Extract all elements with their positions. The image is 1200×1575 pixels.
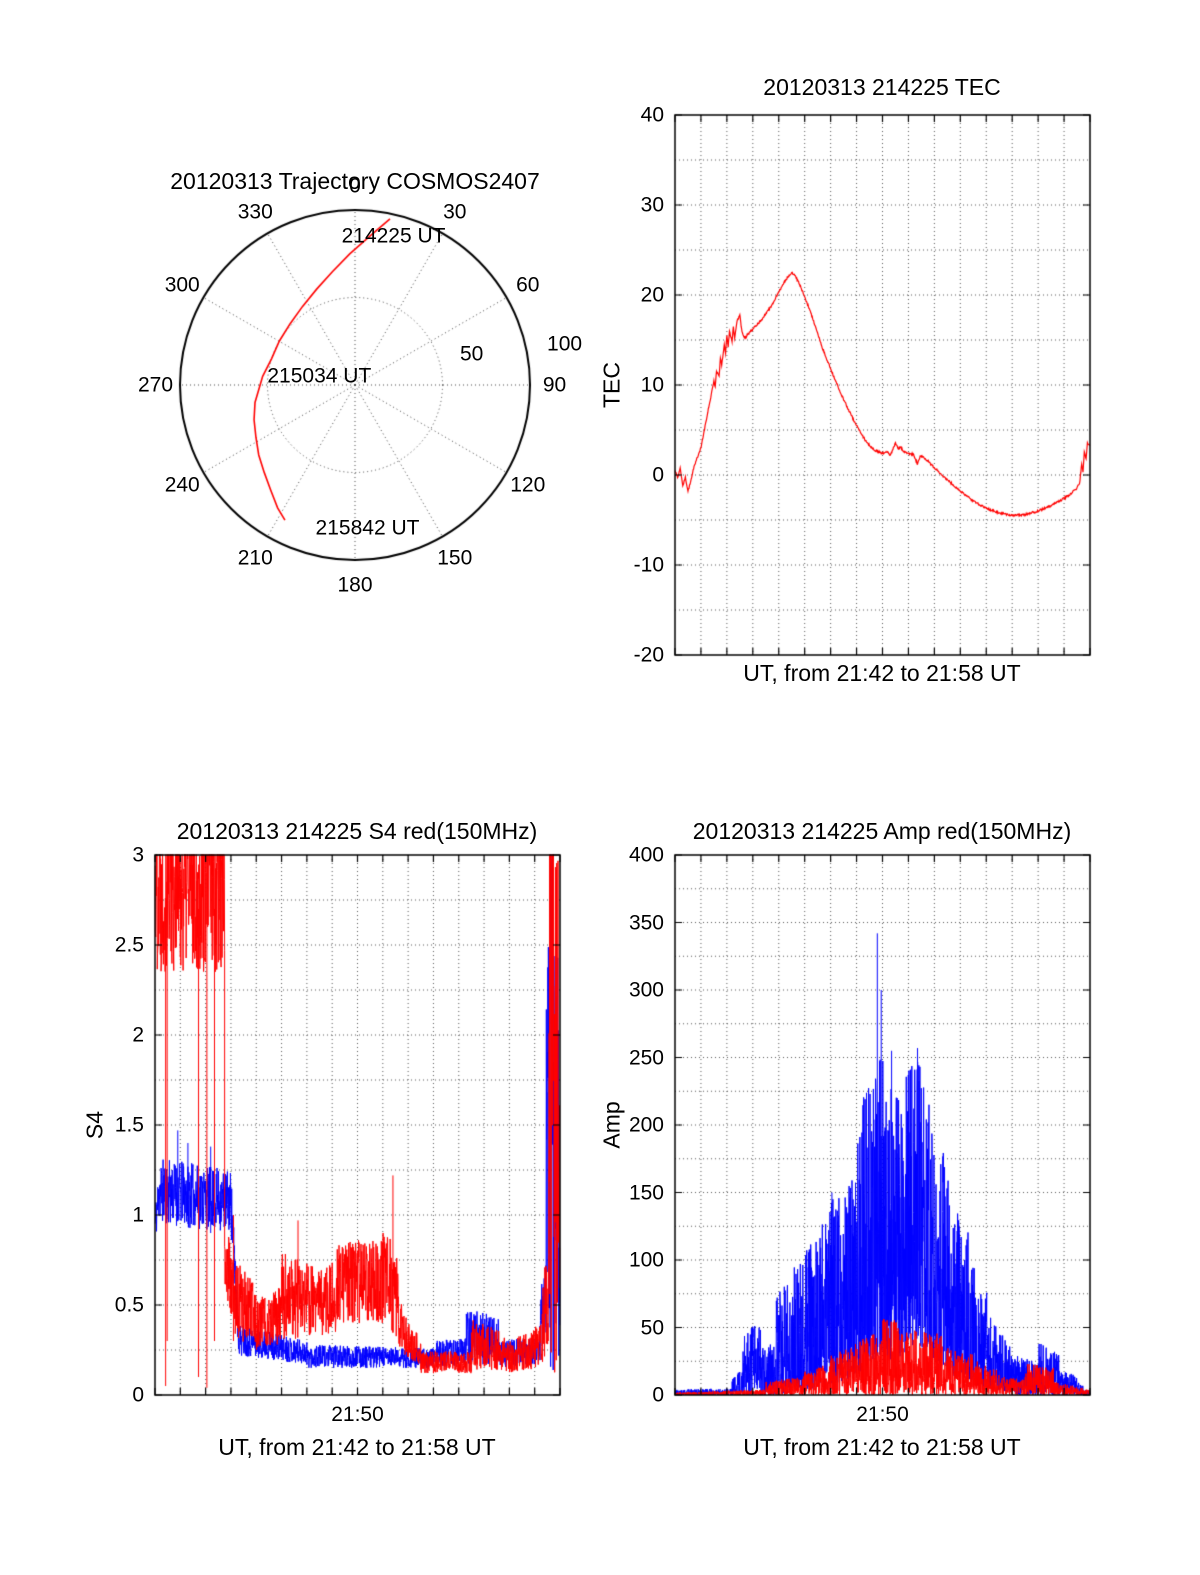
tec-ylabel: TEC (598, 362, 625, 408)
polar-radial-label-100: 100 (547, 332, 583, 356)
amp-ytick-350: 350 (628, 911, 664, 934)
polar-azimuth-label-0: 0 (349, 174, 361, 197)
amp-ylabel: Amp (598, 1101, 625, 1149)
polar-azimuth-label-240: 240 (164, 473, 200, 497)
tec-ytick-0: 0 (652, 463, 664, 487)
s4-xtick-21:50: 21:50 (331, 1403, 384, 1426)
s4-ylabel: S4 (81, 1110, 108, 1140)
polar-azimuth-label-90: 90 (542, 373, 567, 397)
tec-ytick--10: -10 (633, 553, 664, 577)
polar-azimuth-label-270: 270 (137, 373, 174, 397)
s4-ytick-2.5: 2.5 (114, 933, 144, 957)
tec-title: 20120313 214225 TEC (763, 74, 1001, 100)
amp-ytick-300: 300 (628, 978, 664, 1002)
amp-title: 20120313 214225 Amp red(150MHz) (692, 818, 1072, 844)
s4-ytick-2: 2 (132, 1023, 144, 1047)
trajectory-annotation-1: 215034 UT (267, 364, 372, 388)
s4-ytick-1: 1 (132, 1203, 144, 1227)
amp-xtick-21:50: 21:50 (856, 1403, 909, 1426)
trajectory-annotation-2: 215842 UT (315, 516, 420, 540)
polar-azimuth-label-30: 30 (443, 200, 467, 224)
amp-ytick-200: 200 (628, 1113, 664, 1137)
tec-xlabel: UT, from 21:42 to 21:58 UT (743, 660, 1021, 686)
tec-ytick-40: 40 (640, 103, 664, 127)
tec-ytick-30: 30 (640, 193, 664, 217)
amp-ytick-150: 150 (628, 1181, 664, 1204)
s4-ytick-0.5: 0.5 (114, 1293, 144, 1317)
trajectory-title: 20120313 Trajectory COSMOS2407 (170, 168, 540, 194)
s4-ytick-3: 3 (132, 843, 144, 867)
s4-title: 20120313 214225 S4 red(150MHz) (176, 818, 538, 844)
tec-ytick--20: -20 (633, 643, 664, 667)
polar-azimuth-label-300: 300 (164, 273, 200, 297)
tec-ytick-10: 10 (640, 373, 664, 397)
s4-xlabel: UT, from 21:42 to 21:58 UT (218, 1434, 496, 1460)
amp-ytick-400: 400 (628, 843, 664, 867)
polar-radial-label-50: 50 (459, 342, 484, 366)
amp-ytick-0: 0 (652, 1383, 664, 1407)
polar-azimuth-label-120: 120 (510, 473, 546, 497)
amp-xlabel: UT, from 21:42 to 21:58 UT (743, 1434, 1021, 1460)
trajectory-annotation-0: 214225 UT (341, 224, 446, 248)
amp-ytick-50: 50 (640, 1316, 664, 1339)
s4-ytick-1.5: 1.5 (114, 1113, 144, 1137)
s4-ytick-0: 0 (132, 1383, 144, 1407)
amp-ytick-250: 250 (628, 1046, 664, 1069)
polar-azimuth-label-210: 210 (237, 546, 273, 570)
polar-azimuth-label-180: 180 (337, 573, 373, 596)
tec-ytick-20: 20 (640, 283, 664, 307)
polar-azimuth-label-150: 150 (437, 546, 473, 570)
polar-azimuth-label-330: 330 (237, 200, 273, 224)
amp-ytick-100: 100 (628, 1248, 664, 1272)
polar-azimuth-label-60: 60 (516, 273, 540, 297)
